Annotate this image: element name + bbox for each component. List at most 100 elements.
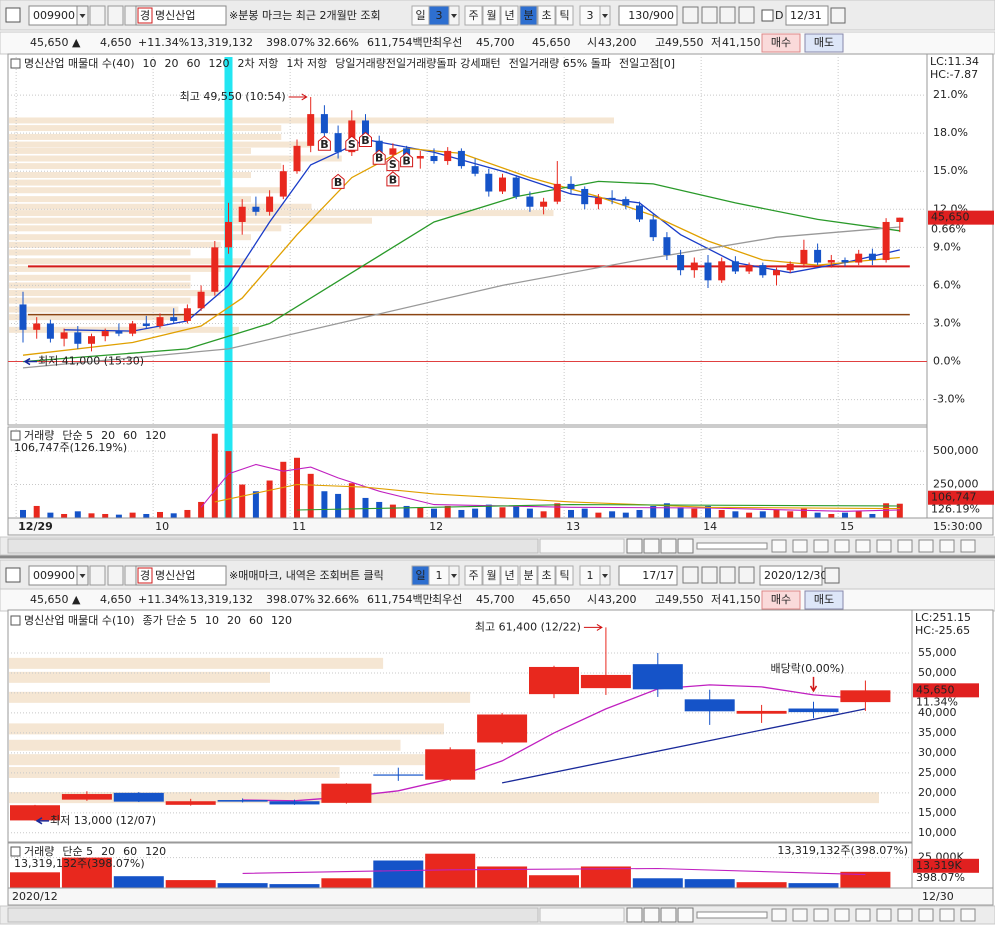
name-box[interactable] [135, 5, 227, 26]
tool-icon[interactable] [939, 539, 955, 553]
tool-icon[interactable] [771, 539, 787, 553]
period-button[interactable] [555, 565, 574, 586]
sell-button[interactable] [804, 33, 844, 53]
volume-bar [10, 872, 60, 888]
tool-icon[interactable] [792, 908, 808, 922]
tool-icon[interactable] [834, 539, 850, 553]
period-button[interactable] [555, 5, 574, 26]
volume-bar [61, 513, 68, 518]
volume-profile-bar [9, 203, 312, 210]
period-button[interactable] [500, 565, 519, 586]
tool-button[interactable] [89, 565, 106, 586]
date-box[interactable] [759, 565, 823, 586]
candle-body [373, 774, 424, 776]
legend-icon[interactable] [10, 846, 21, 857]
period-button[interactable] [482, 5, 501, 26]
tool-icon[interactable] [897, 908, 913, 922]
dropdown-arrow [451, 574, 457, 578]
nav-button[interactable] [660, 538, 677, 554]
volume-bar [321, 878, 372, 888]
legend-entry: 거래량 [24, 845, 54, 858]
period-button[interactable] [464, 565, 483, 586]
quote-price: 45,650 ▲ [30, 593, 81, 606]
tool-icon[interactable] [939, 908, 955, 922]
tool-icon[interactable] [719, 566, 736, 584]
tool-icon[interactable] [876, 908, 892, 922]
nav-button[interactable] [660, 907, 677, 923]
candle-body [632, 664, 683, 690]
tool-icon[interactable] [792, 539, 808, 553]
period-button[interactable] [464, 5, 483, 26]
period-button[interactable] [537, 5, 556, 26]
period-button[interactable] [482, 565, 501, 586]
tool-button[interactable] [107, 565, 124, 586]
calendar-icon[interactable] [830, 7, 846, 24]
scrollbar-track[interactable] [7, 538, 539, 554]
date-box[interactable] [785, 5, 829, 26]
scrollbar-track[interactable] [7, 907, 539, 923]
tool-icon[interactable] [738, 566, 755, 584]
tool-icon[interactable] [855, 539, 871, 553]
sell-button[interactable] [804, 590, 844, 610]
name-box[interactable] [135, 565, 227, 586]
tool-button[interactable] [107, 5, 124, 26]
buy-button[interactable] [761, 590, 801, 610]
legend-entry: 2차 저항 [238, 57, 279, 70]
tool-icon[interactable] [719, 6, 736, 24]
volume-profile-bar [9, 210, 554, 217]
period-label: 3 [436, 9, 443, 22]
candle-body [649, 219, 657, 238]
scrollbar-thumb[interactable] [539, 538, 625, 554]
period-button[interactable] [519, 5, 538, 26]
hc-label: HC:-25.65 [915, 624, 970, 637]
tool-icon[interactable] [682, 566, 699, 584]
tool-icon[interactable] [701, 566, 718, 584]
nav-button[interactable] [677, 538, 694, 554]
period-button[interactable] [519, 565, 538, 586]
scrollbar-thumb[interactable] [539, 907, 625, 923]
tool-icon[interactable] [834, 908, 850, 922]
tool-icon[interactable] [682, 6, 699, 24]
quote-low: 41,150 [722, 36, 761, 49]
volume-profile-bar [9, 133, 282, 140]
tool-icon[interactable] [876, 539, 892, 553]
right-axis [926, 53, 994, 519]
buy-button[interactable] [761, 33, 801, 53]
menu-icon[interactable] [5, 567, 21, 583]
tool-icon[interactable] [960, 908, 976, 922]
period-button[interactable] [500, 5, 519, 26]
tool-icon[interactable] [771, 908, 787, 922]
period-button[interactable] [537, 565, 556, 586]
tool-icon[interactable] [918, 908, 934, 922]
calendar-icon[interactable] [824, 567, 840, 584]
tool-icon[interactable] [855, 908, 871, 922]
annotation: 배당락(0.00%) [771, 662, 845, 675]
nav-button[interactable] [626, 907, 643, 923]
tool-icon[interactable] [813, 908, 829, 922]
nav-button[interactable] [677, 907, 694, 923]
legend-icon[interactable] [10, 430, 21, 441]
zoom-slider[interactable] [696, 542, 768, 550]
tool-icon[interactable] [918, 539, 934, 553]
quote-low-label: 저 [711, 593, 721, 606]
zoom-slider[interactable] [696, 911, 768, 919]
nav-button[interactable] [626, 538, 643, 554]
candle-body [183, 308, 191, 321]
tool-icon[interactable] [960, 539, 976, 553]
tool-icon[interactable] [813, 539, 829, 553]
legend-icon[interactable] [10, 615, 21, 626]
legend-icon[interactable] [10, 58, 21, 69]
tool-button[interactable] [89, 5, 106, 26]
volume-bar [622, 512, 629, 518]
menu-icon[interactable] [5, 7, 21, 23]
tool-icon[interactable] [701, 6, 718, 24]
y-tick-label: 40,000 [918, 706, 957, 719]
annotation-arrow [35, 817, 49, 825]
nav-button[interactable] [643, 907, 660, 923]
tool-icon[interactable] [897, 539, 913, 553]
tool-icon[interactable] [738, 6, 755, 24]
quote-open-label: 시 [587, 36, 597, 49]
nav-button[interactable] [643, 538, 660, 554]
checkbox[interactable] [761, 9, 774, 22]
